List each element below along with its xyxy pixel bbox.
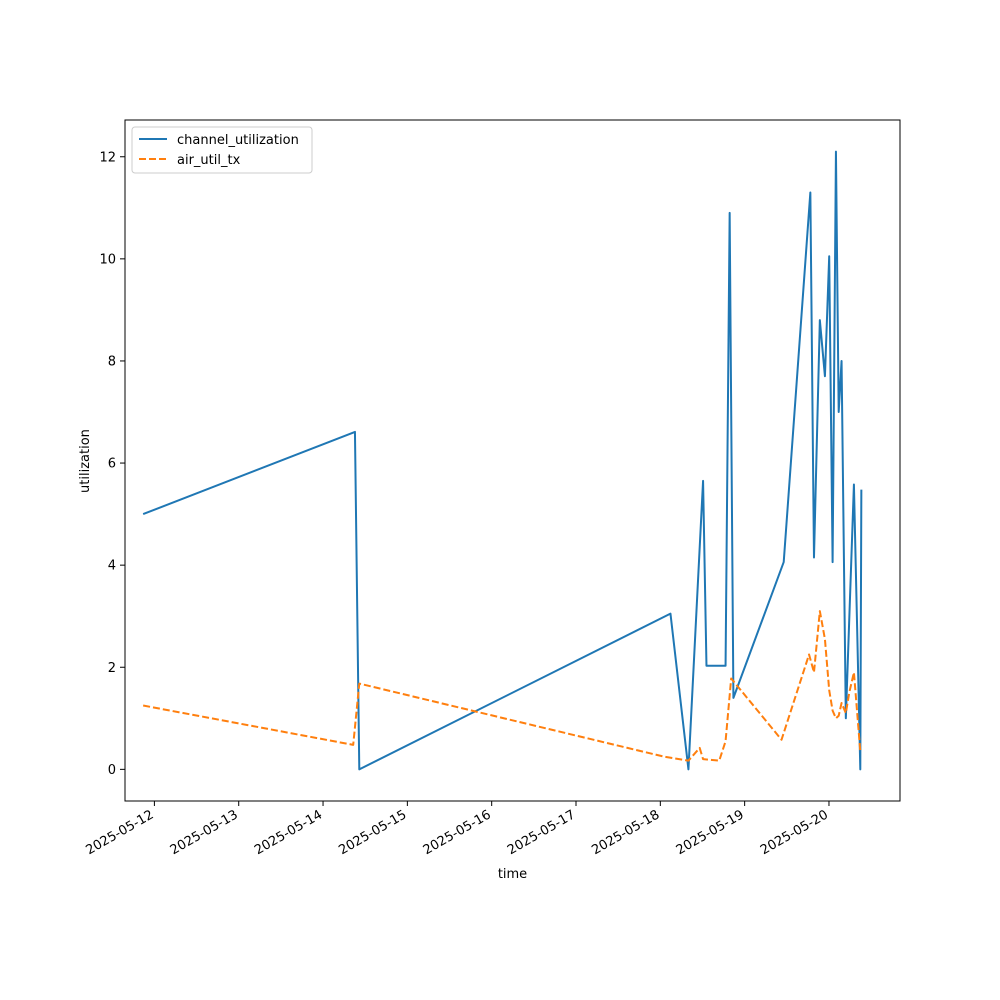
x-tick-label: 2025-05-18 xyxy=(589,807,662,858)
x-tick-label: 2025-05-20 xyxy=(758,807,831,858)
y-axis-label: utilization xyxy=(78,429,93,493)
plot-area-frame xyxy=(124,119,901,802)
x-tick-label: 2025-05-12 xyxy=(83,807,156,858)
series-line-air-util-tx xyxy=(142,610,862,762)
legend-label-air-util-tx: air_util_tx xyxy=(177,153,241,168)
legend: channel_utilization air_util_tx xyxy=(131,126,313,174)
y-tick-label: 2 xyxy=(108,661,116,676)
x-tick-label: 2025-05-16 xyxy=(421,807,494,858)
legend-label-channel-utilization: channel_utilization xyxy=(177,133,299,148)
y-tick-label: 0 xyxy=(108,763,116,778)
y-axis-ticks: 0 2 4 6 8 10 12 xyxy=(99,150,125,778)
x-tick-label: 2025-05-17 xyxy=(505,807,578,858)
x-axis-label: time xyxy=(498,867,527,882)
x-tick-label: 2025-05-19 xyxy=(674,807,747,858)
x-tick-label: 2025-05-15 xyxy=(336,807,409,858)
legend-box xyxy=(131,126,313,174)
x-tick-label: 2025-05-14 xyxy=(252,807,325,858)
y-tick-label: 4 xyxy=(108,559,116,574)
series-line-channel-utilization xyxy=(142,150,863,771)
y-tick-label: 12 xyxy=(99,150,116,165)
y-tick-label: 8 xyxy=(108,354,116,369)
x-axis-ticks: 2025-05-12 2025-05-13 2025-05-14 2025-05-15… xyxy=(83,801,831,858)
x-tick-label: 2025-05-13 xyxy=(168,807,241,858)
y-tick-label: 10 xyxy=(99,252,116,267)
y-tick-label: 6 xyxy=(108,457,116,472)
series-layer xyxy=(142,150,863,771)
